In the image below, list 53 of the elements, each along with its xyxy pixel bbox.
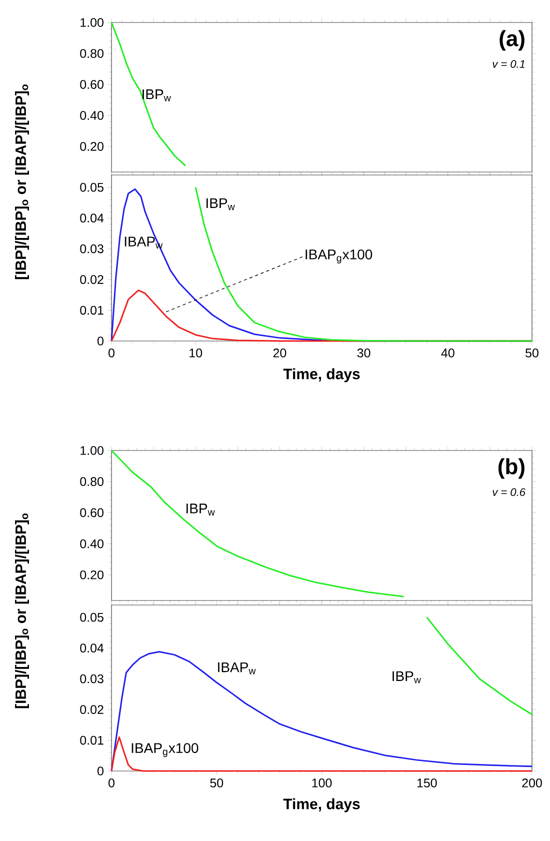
- series-label: IBP$_{w}$: [142, 89, 171, 102]
- x-tick-label: 200: [522, 778, 542, 788]
- y-tick-label: 0.40: [80, 111, 104, 120]
- y-tick-label: 0: [98, 336, 104, 346]
- y-tick-label: 0.80: [80, 49, 104, 58]
- y-axis-title: [IBP]/[IBP]$_{o}$ or [IBAP]/[IBP]$_{o}$: [15, 514, 29, 708]
- y-tick-label: 0.80: [80, 477, 104, 486]
- y-tick-label: 0.02: [80, 275, 104, 284]
- x-axis-title: Time, days: [283, 798, 360, 812]
- x-tick-label: 0: [108, 778, 114, 788]
- y-axis-title: [IBP]/[IBP]$_{o}$ or [IBAP]/[IBP]$_{o}$: [15, 84, 29, 280]
- line-series: [110, 736, 533, 772]
- y-tick-label: 0.04: [80, 214, 104, 222]
- y-tick-label: 1.00: [80, 18, 104, 27]
- x-tick-label: 30: [357, 348, 370, 358]
- y-tick-label: 0.03: [80, 674, 104, 684]
- y-tick-label: 1.00: [80, 446, 104, 455]
- y-tick-label: 0.05: [80, 612, 104, 622]
- x-tick-label: 50: [210, 778, 224, 788]
- annotation: (a): [500, 30, 524, 51]
- x-tick-label: 20: [273, 348, 286, 358]
- line-series: [110, 450, 404, 598]
- series-label: IBAP$_{g}$x100: [132, 743, 198, 758]
- y-tick-label: 0: [98, 766, 104, 776]
- line-series: [110, 22, 186, 167]
- y-tick-label: 0.04: [80, 644, 104, 652]
- x-tick-label: 50: [526, 348, 538, 358]
- x-axis-title: Time, days: [283, 368, 360, 382]
- y-tick-label: 0.03: [80, 244, 104, 254]
- y-tick-label: 0.40: [80, 539, 104, 548]
- y-tick-label: 0.05: [80, 182, 104, 192]
- x-tick-label: 40: [441, 348, 454, 358]
- x-tick-label: 0: [108, 348, 114, 358]
- line-series: [426, 616, 533, 716]
- series-label: IBP$_{w}$: [206, 198, 235, 210]
- annotation: v = 0.1: [492, 60, 525, 68]
- y-tick-label: 0.01: [80, 736, 104, 745]
- y-tick-label: 0.20: [80, 570, 104, 580]
- x-tick-label: 100: [312, 778, 332, 788]
- text: IBP$_{w}$: [392, 671, 421, 684]
- annotation: (b): [498, 458, 524, 479]
- series-label: IBAP$_{w}$: [218, 662, 256, 674]
- y-tick-label: 0.20: [80, 142, 104, 151]
- x-tick-label: 10: [190, 348, 202, 358]
- y-tick-label: 0.02: [80, 705, 104, 714]
- text: IBAP$_{g}$x100: [306, 249, 372, 264]
- x-tick-label: 150: [417, 778, 437, 788]
- y-tick-label: 0.01: [80, 306, 104, 315]
- series-label: IBP$_{w}$: [186, 504, 215, 516]
- y-tick-label: 0.60: [80, 80, 104, 89]
- line-series: [194, 186, 533, 342]
- y-tick-label: 0.60: [80, 508, 104, 518]
- annotation: v = 0.6: [492, 488, 526, 496]
